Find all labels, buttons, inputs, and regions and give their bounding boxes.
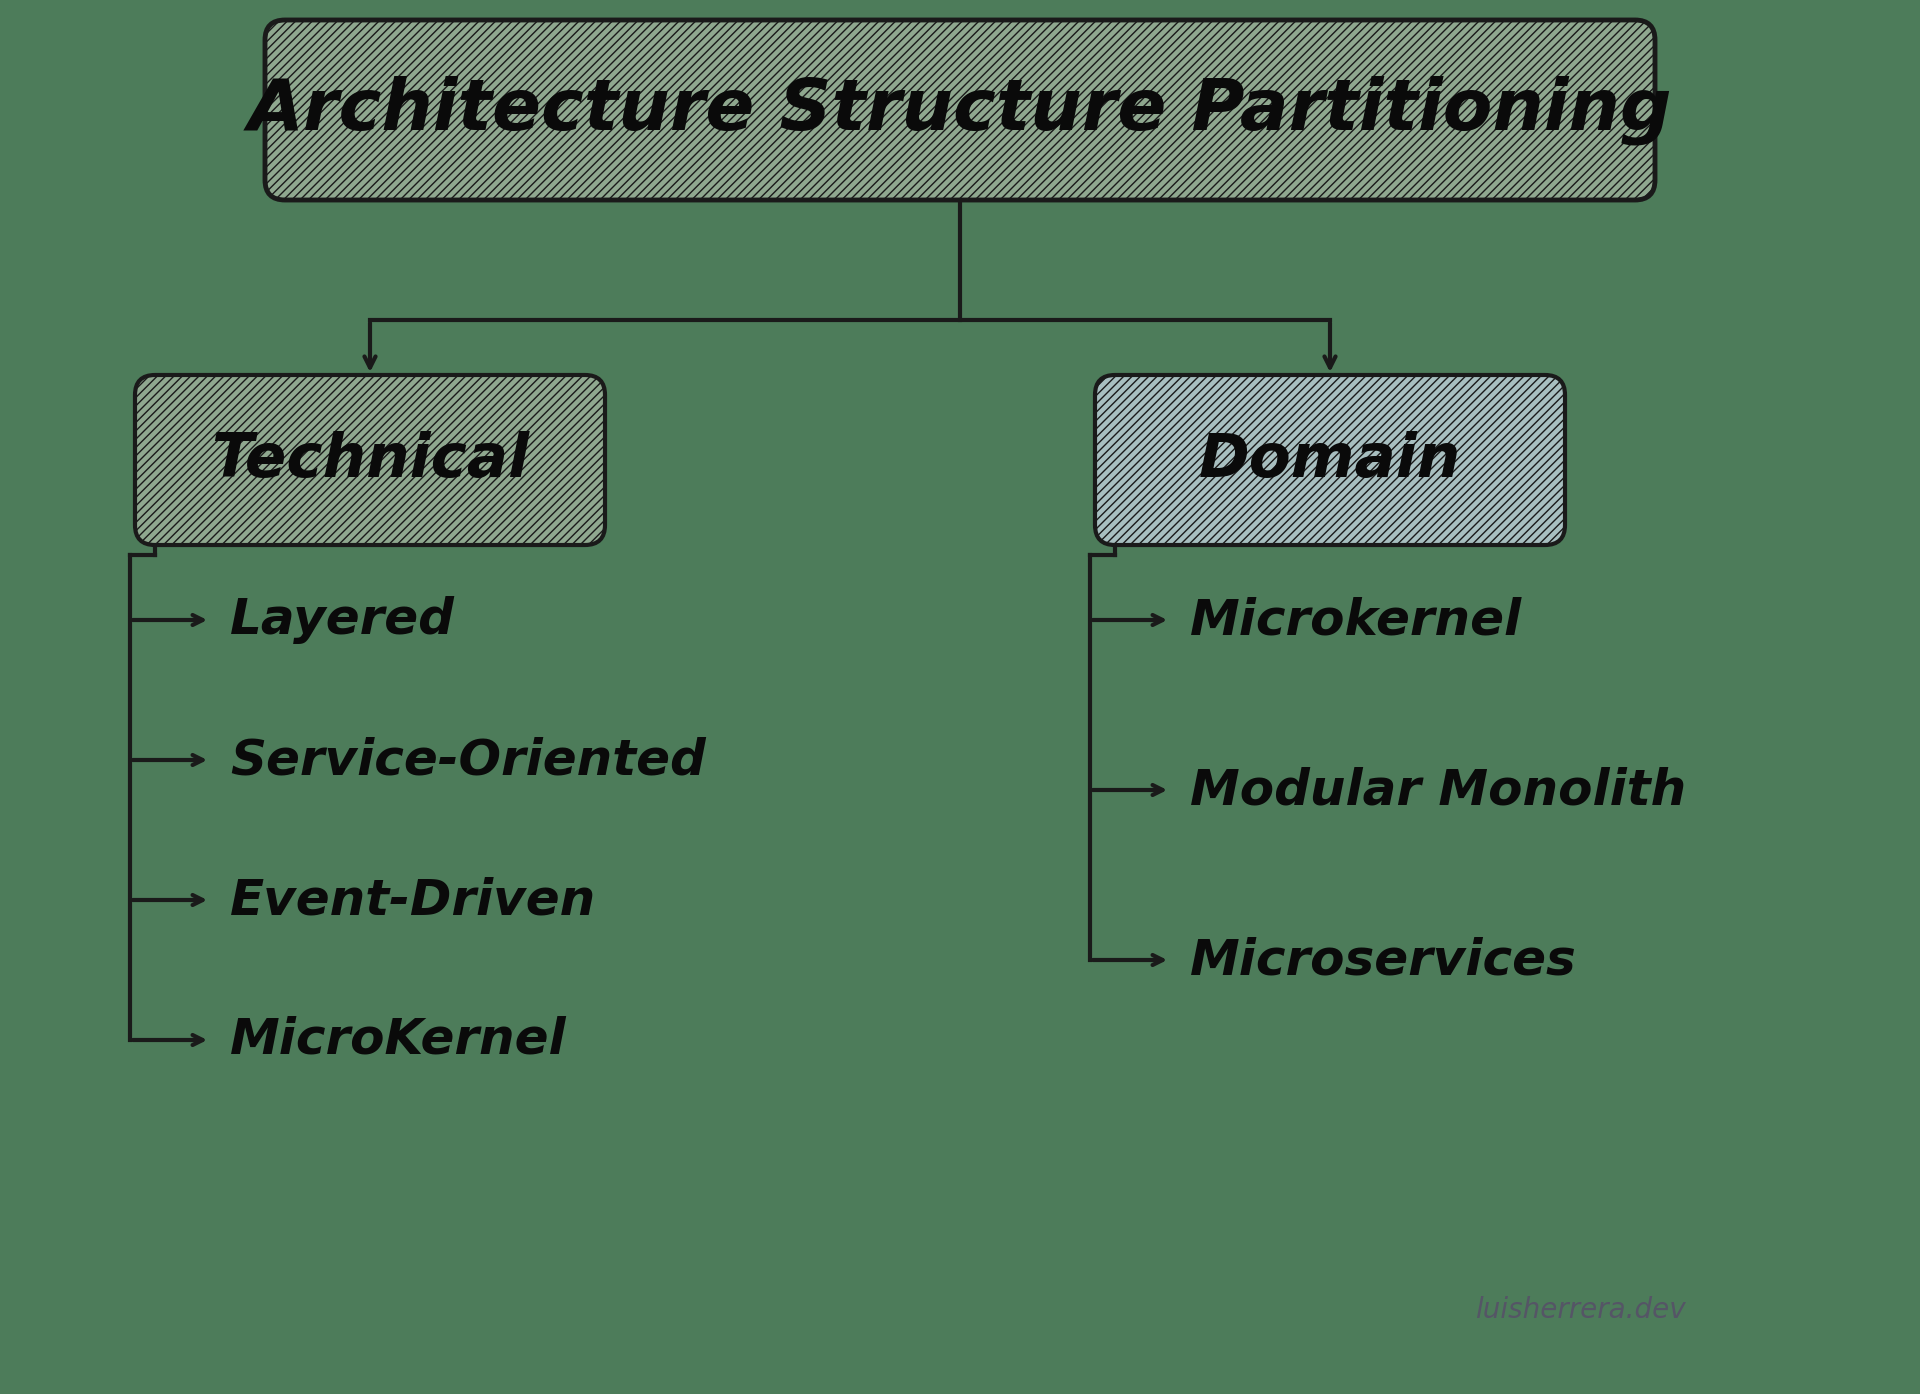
Text: Microkernel: Microkernel xyxy=(1190,597,1523,644)
Text: Architecture Structure Partitioning: Architecture Structure Partitioning xyxy=(248,75,1672,145)
Text: Technical: Technical xyxy=(211,431,530,489)
FancyBboxPatch shape xyxy=(134,375,605,545)
Text: Domain: Domain xyxy=(1198,431,1461,489)
Text: luisherrera.dev: luisherrera.dev xyxy=(1475,1296,1686,1324)
Text: Layered: Layered xyxy=(230,597,455,644)
Text: Event-Driven: Event-Driven xyxy=(230,875,597,924)
Text: Service-Oriented: Service-Oriented xyxy=(230,736,707,783)
FancyBboxPatch shape xyxy=(265,20,1655,199)
Text: Microservices: Microservices xyxy=(1190,935,1576,984)
Text: MicroKernel: MicroKernel xyxy=(230,1016,566,1064)
Text: Modular Monolith: Modular Monolith xyxy=(1190,765,1686,814)
FancyBboxPatch shape xyxy=(1094,375,1565,545)
